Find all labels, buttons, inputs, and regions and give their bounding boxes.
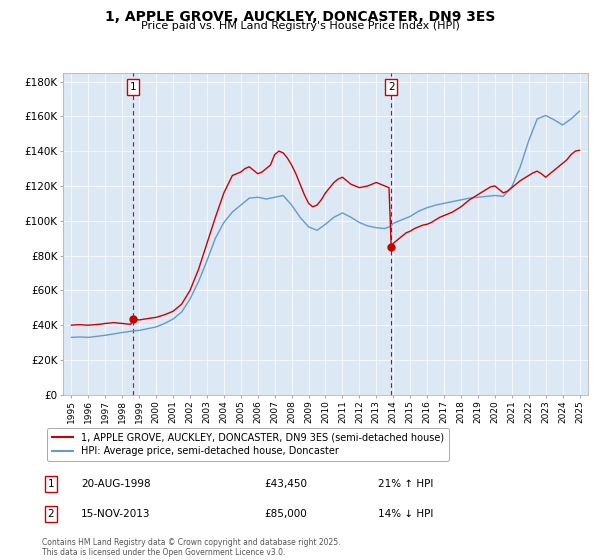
Text: £43,450: £43,450 [264, 479, 307, 489]
Legend: 1, APPLE GROVE, AUCKLEY, DONCASTER, DN9 3ES (semi-detached house), HPI: Average : 1, APPLE GROVE, AUCKLEY, DONCASTER, DN9 … [47, 428, 449, 461]
Text: 1, APPLE GROVE, AUCKLEY, DONCASTER, DN9 3ES: 1, APPLE GROVE, AUCKLEY, DONCASTER, DN9 … [105, 10, 495, 24]
Text: 21% ↑ HPI: 21% ↑ HPI [378, 479, 433, 489]
Text: 15-NOV-2013: 15-NOV-2013 [81, 509, 151, 519]
Text: 1: 1 [130, 82, 136, 92]
Text: 1: 1 [47, 479, 55, 489]
Text: 2: 2 [388, 82, 395, 92]
Text: £85,000: £85,000 [264, 509, 307, 519]
Text: 20-AUG-1998: 20-AUG-1998 [81, 479, 151, 489]
Text: 14% ↓ HPI: 14% ↓ HPI [378, 509, 433, 519]
Text: Contains HM Land Registry data © Crown copyright and database right 2025.
This d: Contains HM Land Registry data © Crown c… [42, 538, 341, 557]
Text: Price paid vs. HM Land Registry's House Price Index (HPI): Price paid vs. HM Land Registry's House … [140, 21, 460, 31]
Text: 2: 2 [47, 509, 55, 519]
